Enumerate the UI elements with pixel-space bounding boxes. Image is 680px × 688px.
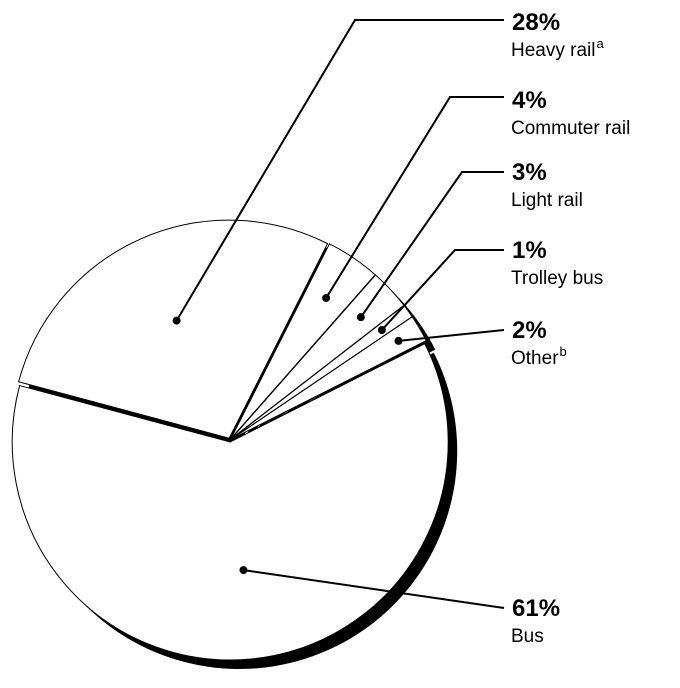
value-label: 1% [512, 237, 547, 264]
category-note: b [560, 344, 567, 359]
leader-line [325, 96, 504, 299]
value-label: 4% [512, 87, 547, 114]
category-label: Commuter rail [511, 118, 630, 139]
slice [11, 342, 449, 661]
category-label: Trolley bus [511, 268, 603, 289]
leader-line [360, 171, 504, 318]
value-label: 28% [512, 9, 560, 36]
category-label: Light rail [511, 190, 583, 211]
slice [231, 316, 427, 440]
leader-line [398, 329, 505, 342]
category-label: Bus [511, 626, 544, 647]
leader-line [381, 249, 504, 331]
category-note: a [596, 36, 604, 51]
leader-line [175, 19, 504, 322]
value-label: 2% [512, 317, 547, 344]
slice [17, 219, 329, 439]
value-label: 3% [512, 159, 547, 186]
leader-line [243, 569, 505, 609]
category-label: Other [511, 348, 559, 369]
category-label: Heavy rail [511, 40, 595, 61]
value-label: 61% [512, 595, 560, 622]
